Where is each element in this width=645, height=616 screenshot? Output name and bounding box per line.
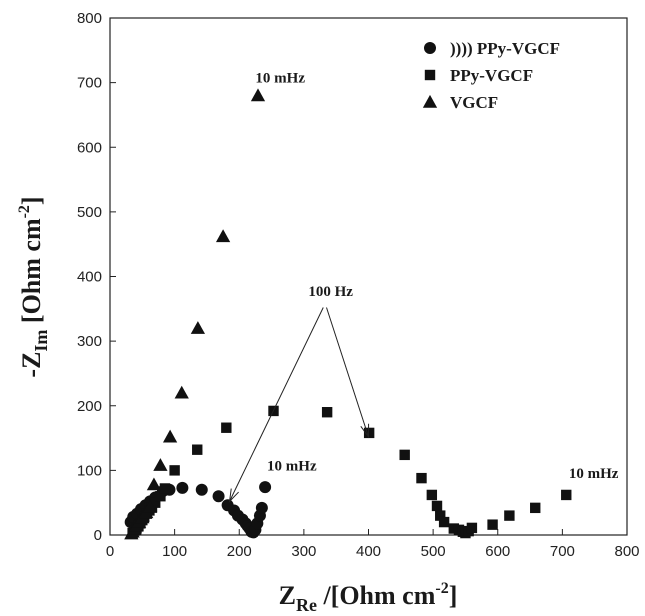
y-axis-label-main: -Z (17, 352, 46, 378)
plot-frame (109, 17, 628, 536)
arrow-head (360, 423, 370, 439)
y-axis-label-end: ] (17, 196, 46, 205)
x-tick-label: 400 (356, 543, 381, 560)
triangle-data-point (142, 500, 158, 513)
y-tick-label: 800 (77, 10, 102, 27)
square-data-point (399, 449, 410, 461)
x-axis-title: ZRe /[Ohm cm-2] (279, 580, 458, 615)
square-data-point (504, 510, 515, 521)
square-data-point (530, 502, 541, 514)
annotation-label: 100 Hz (308, 284, 353, 300)
x-axis-label-end: ] (449, 581, 458, 610)
arrow-line (326, 307, 369, 437)
x-tick-label: 600 (485, 543, 510, 560)
square-data-point (150, 497, 161, 508)
triangle-data-point (146, 477, 162, 491)
square-data-point (192, 444, 203, 455)
square-data-point (169, 465, 180, 476)
arrow-line (229, 307, 324, 502)
square-data-point (431, 500, 443, 512)
x-tick-label: 800 (614, 543, 639, 560)
y-tick-label: 200 (77, 398, 102, 415)
y-tick-label: 700 (77, 75, 102, 92)
x-tick-label: 300 (291, 543, 316, 560)
square-data-point (321, 407, 333, 418)
y-tick-label: 400 (77, 269, 102, 286)
y-tick-label: 300 (77, 333, 102, 350)
square-data-point (435, 510, 446, 521)
y-tick-label: 0 (94, 527, 102, 544)
arrow-head (228, 488, 239, 503)
y-axis-label-sup: -2 (16, 205, 33, 218)
x-tick-label: 500 (421, 543, 446, 560)
square-data-point (466, 522, 478, 534)
square-data-point (487, 519, 498, 530)
circle-data-point (255, 501, 268, 514)
square-data-point (438, 516, 450, 528)
legend-label: VGCF (450, 93, 498, 112)
triangle-data-point (190, 321, 206, 334)
y-tick-label: 100 (77, 462, 102, 479)
annotation-label: 10 mHz (569, 466, 619, 482)
legend-square-marker (424, 69, 436, 81)
x-axis-label-sup: -2 (435, 580, 448, 597)
square-data-point (363, 427, 375, 439)
legend-label: PPy-VGCF (450, 66, 533, 85)
annotation-label: 10 mHz (255, 71, 305, 87)
triangle-data-point (250, 88, 266, 102)
circle-data-point (195, 483, 208, 496)
square-data-point (426, 489, 438, 501)
x-tick-label: 700 (550, 543, 575, 560)
legend-circle-marker (424, 42, 436, 54)
legend-label: )))) PPy-VGCF (450, 39, 560, 58)
x-tick-label: 200 (227, 543, 252, 560)
x-axis-label-main: Z (279, 581, 296, 610)
circle-data-point (259, 481, 272, 494)
triangle-data-point (162, 429, 178, 443)
y-tick-label: 600 (77, 139, 102, 156)
y-axis-label-rest: [Ohm cm (17, 218, 46, 330)
square-data-point (159, 483, 171, 494)
y-tick-label: 500 (77, 204, 102, 221)
x-tick-label: 100 (162, 543, 187, 560)
y-axis-label-sub: Im (31, 330, 51, 352)
circle-data-point (176, 481, 189, 494)
square-data-point (221, 422, 232, 433)
square-data-point (561, 489, 572, 501)
legend-triangle-marker (422, 94, 438, 108)
circle-data-point (212, 490, 225, 503)
x-axis-label-rest: /[Ohm cm (317, 581, 436, 610)
triangle-data-point (215, 229, 231, 243)
y-axis-title: -ZIm [Ohm cm-2] (16, 196, 51, 377)
triangle-data-point (153, 458, 168, 471)
legend: )))) PPy-VGCF PPy-VGCF VGCF (422, 39, 560, 112)
x-axis-label-sub: Re (296, 595, 317, 615)
x-tick-label: 0 (106, 543, 114, 560)
plot-area: 0 100 200 300 400 500 600 700 800 0 100 200 300 400 50… (77, 10, 640, 560)
square-data-point (155, 491, 166, 502)
square-data-point (416, 472, 427, 484)
annotation-label: 10 mHz (267, 458, 317, 474)
triangle-data-point (174, 385, 189, 399)
